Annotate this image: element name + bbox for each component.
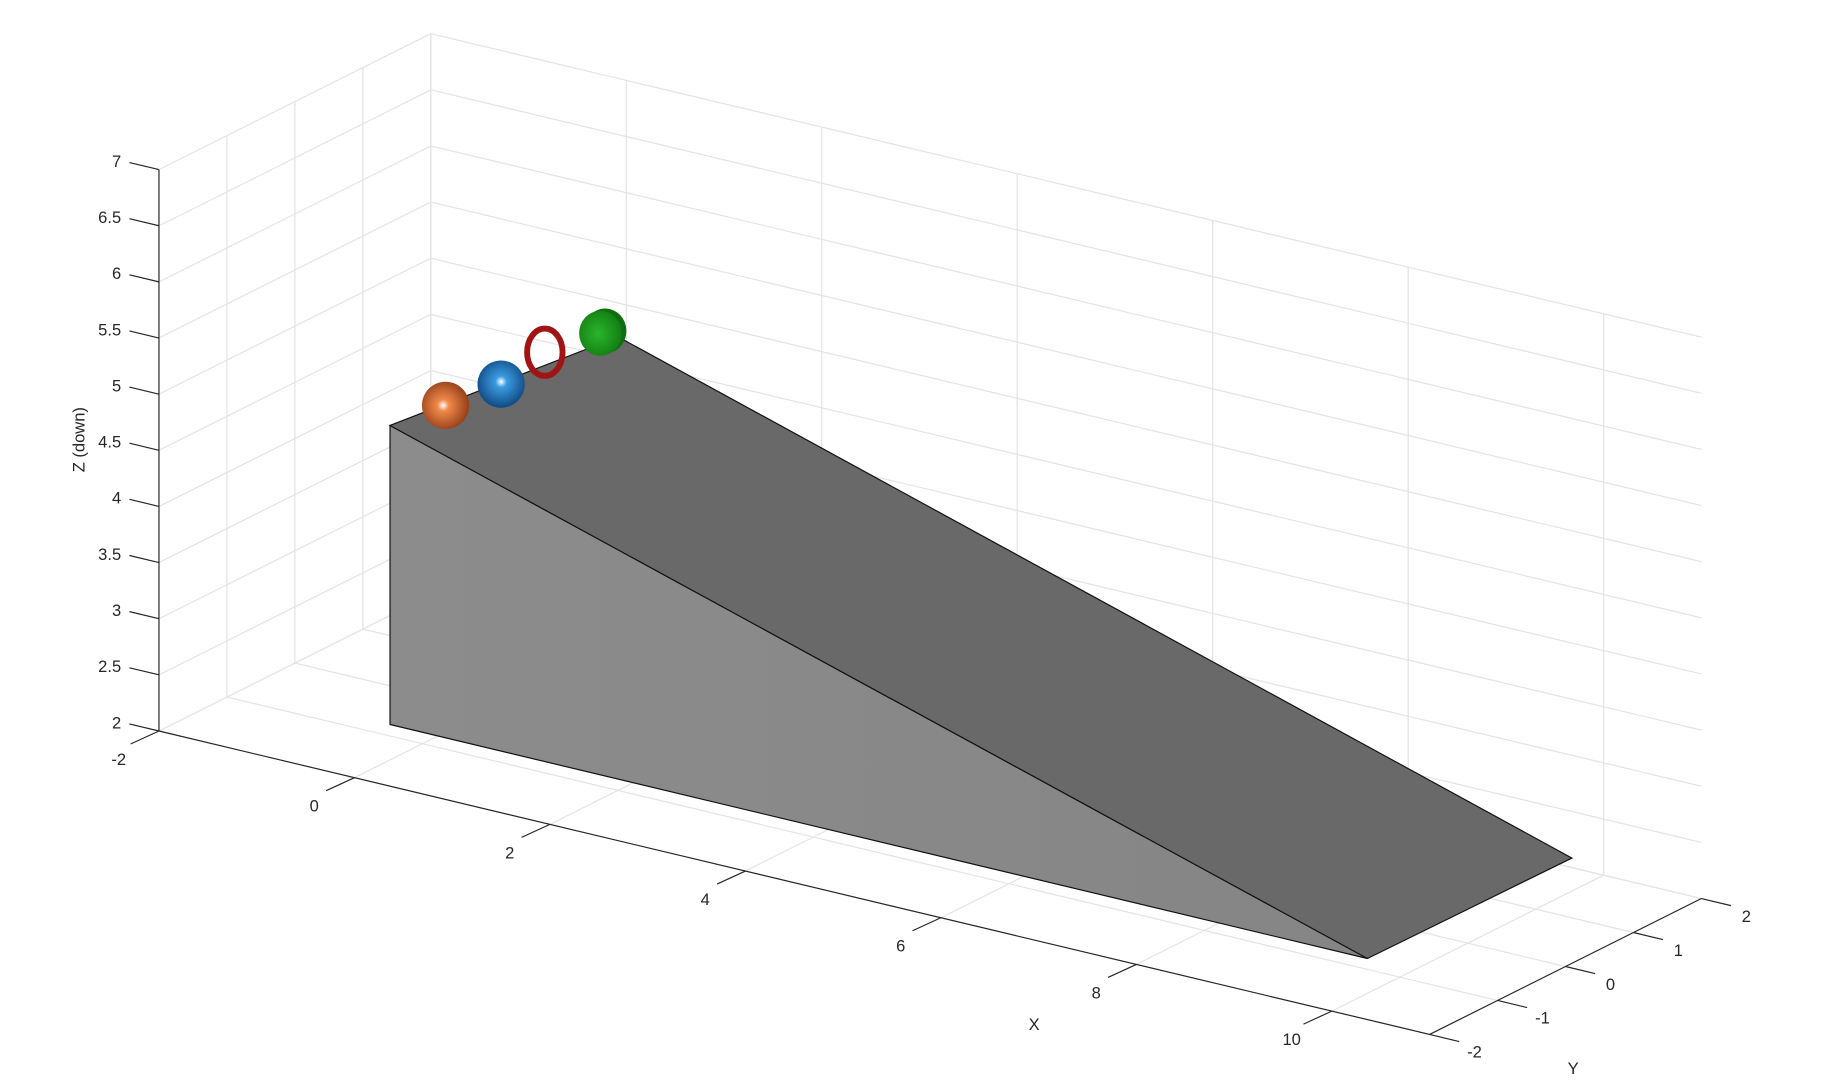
grid-line <box>158 482 432 620</box>
grid-line <box>430 257 1702 563</box>
z-tick <box>129 274 160 283</box>
z-tick <box>129 330 160 339</box>
z-tick <box>129 554 160 564</box>
z-tick-label: 5 <box>112 376 121 395</box>
x-tick <box>912 917 942 932</box>
y-tick <box>1633 931 1664 941</box>
x-tick-label: 2 <box>505 843 514 862</box>
z-tick <box>129 723 160 732</box>
x-axis-line <box>158 730 1430 1036</box>
z-tick-label: 6.5 <box>98 208 121 227</box>
x-tick-label: 6 <box>896 937 905 956</box>
y-tick-label: 0 <box>1606 975 1615 994</box>
z-tick-label: 6 <box>112 264 121 283</box>
x-tick <box>521 823 551 838</box>
x-tick <box>130 730 160 745</box>
green-cylinder <box>579 310 622 356</box>
z-tick-label: 7 <box>112 152 121 171</box>
z-tick-label: 5.5 <box>98 320 121 339</box>
z-tick <box>129 218 160 227</box>
x-axis-label: X <box>1029 1015 1040 1034</box>
red-ring <box>524 325 566 379</box>
wedge-top-face <box>388 336 1574 960</box>
x-tick-label: 10 <box>1282 1030 1300 1049</box>
y-axis-label: Y <box>1568 1059 1579 1078</box>
z-tick-label: 3.5 <box>98 545 121 564</box>
x-tick-label: -2 <box>111 750 126 769</box>
x-tick <box>1107 963 1137 978</box>
grid-line <box>158 257 432 395</box>
grid-line <box>158 201 432 339</box>
x-tick <box>1303 1010 1333 1025</box>
z-tick <box>129 386 160 395</box>
x-tick <box>325 777 355 792</box>
y-tick-label: -1 <box>1535 1009 1550 1028</box>
z-tick-label: 4.5 <box>98 433 121 452</box>
z-tick <box>129 667 160 676</box>
z-tick <box>129 498 160 508</box>
y-tick-label: 1 <box>1674 941 1683 960</box>
x-tick-label: 0 <box>310 797 319 816</box>
blue-sphere <box>477 360 525 408</box>
orange-sphere <box>421 381 470 430</box>
y-tick <box>1701 897 1732 907</box>
x-tick-label: 8 <box>1092 983 1101 1002</box>
grid-line <box>430 33 1702 338</box>
y-tick-label: -2 <box>1467 1043 1482 1062</box>
x-tick-label: 4 <box>701 890 710 909</box>
y-tick <box>1565 965 1596 975</box>
z-tick-label: 4 <box>112 489 121 508</box>
y-tick <box>1429 1033 1460 1043</box>
z-tick <box>129 611 160 620</box>
scene <box>388 308 1574 960</box>
grid-line <box>158 313 432 451</box>
z-axis-label: Z (down) <box>70 407 89 472</box>
grid-line <box>430 201 1702 507</box>
z-tick <box>129 442 160 451</box>
grid-line <box>158 426 432 564</box>
y-tick-label: 2 <box>1742 907 1751 926</box>
y-tick <box>1497 999 1528 1009</box>
grid-line <box>430 145 1702 450</box>
grid-line <box>158 145 432 283</box>
grid-line <box>430 89 1702 394</box>
x-tick <box>716 870 746 885</box>
grid-line <box>158 538 432 676</box>
grid-line <box>158 594 432 732</box>
grid-line <box>226 696 1498 1002</box>
z-tick-label: 3 <box>112 601 121 620</box>
grid-line <box>158 369 432 507</box>
grid-line <box>158 33 432 171</box>
z-tick-label: 2 <box>112 713 121 732</box>
grid-line <box>158 89 432 227</box>
axes: -2 0 2 4 6 8 10 -2 -1 0 1 2 2 2.5 3 3.5 4 4.5 5 5.5 6 6.5 7 <box>98 152 1751 1062</box>
z-tick <box>129 161 160 171</box>
z-tick-label: 2.5 <box>98 657 121 676</box>
y-axis-line <box>1429 898 1702 1035</box>
